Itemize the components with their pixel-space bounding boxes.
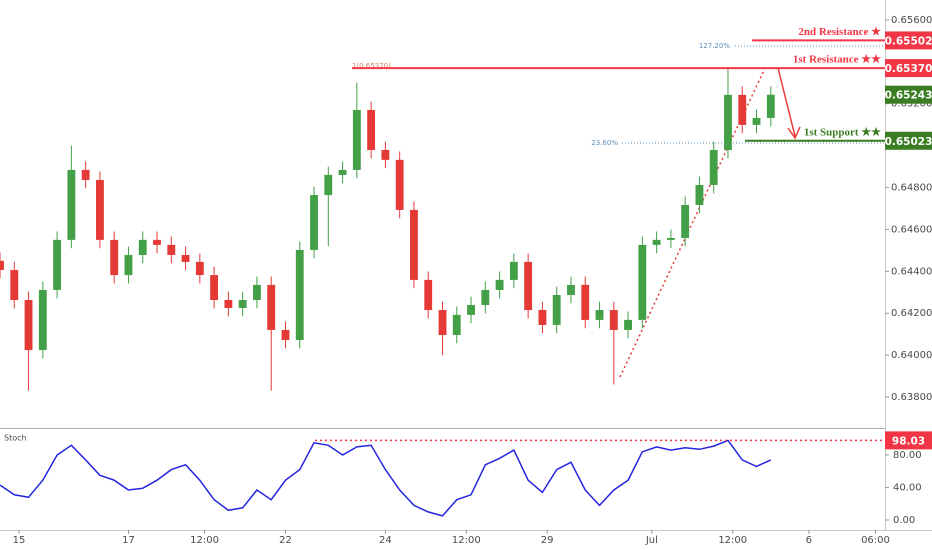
- candle-body: [324, 174, 333, 196]
- price-box: [885, 31, 932, 50]
- candle-body: [167, 244, 176, 255]
- price-box-label: 98.03: [892, 435, 925, 447]
- indicator-line: [0, 439, 772, 517]
- y-tick-label: 0.65200: [891, 99, 932, 110]
- candle-body: [238, 299, 247, 308]
- candle-body: [452, 314, 461, 335]
- candle-body: [0, 260, 4, 271]
- x-tick-label: 6: [806, 535, 812, 546]
- x-tick-label: 22: [279, 535, 292, 546]
- candle-body: [381, 149, 390, 160]
- y-tick-label: 0.64800: [891, 182, 932, 193]
- candle-body: [410, 209, 418, 280]
- forecast-arrow: [777, 67, 801, 140]
- candle-body: [567, 284, 575, 295]
- candle-body: [181, 254, 190, 262]
- candle-body: [153, 239, 161, 245]
- candle-body: [724, 94, 732, 150]
- candle-body: [310, 195, 318, 250]
- x-tick-label: 17: [122, 535, 135, 546]
- candle-body: [367, 109, 376, 150]
- price-box-label: 0.65243: [885, 90, 932, 102]
- price-box: [885, 131, 932, 150]
- fib-label: 127.20%: [699, 42, 730, 50]
- candle-body: [67, 169, 76, 240]
- candle-body: [524, 261, 533, 311]
- level-name: 1st Resistance ★★: [793, 54, 881, 66]
- indicator-name: Stoch: [4, 434, 27, 443]
- y-tick-label: 40.00: [893, 483, 922, 494]
- price-box: [885, 59, 932, 78]
- y-tick-label: 0.64200: [891, 308, 932, 319]
- candle-body: [110, 239, 119, 276]
- candle-body: [438, 310, 447, 335]
- candle-body: [395, 159, 404, 210]
- candle-body: [338, 169, 347, 175]
- x-tick-label: Jul: [645, 535, 658, 546]
- candle-body: [581, 284, 590, 320]
- y-tick-label: 80.00: [893, 450, 922, 461]
- candle-body: [481, 289, 490, 306]
- candle-body: [695, 184, 704, 205]
- candle-body: [738, 94, 747, 125]
- price-box-label: 0.65023: [885, 136, 932, 148]
- level-name: 2nd Resistance ★: [798, 26, 881, 38]
- candle-body: [752, 117, 761, 125]
- x-tick-label: 06:00: [861, 535, 890, 546]
- fib-label: 1(0.65370): [352, 62, 391, 70]
- fib-label: 23.60%: [591, 139, 618, 147]
- price-box-label: 0.65370: [885, 63, 932, 75]
- candle-body: [467, 305, 475, 315]
- level-name: 1st Support ★★: [804, 126, 881, 138]
- candle-body: [138, 239, 147, 255]
- candle-body: [552, 294, 561, 325]
- y-tick-label: 0.65600: [891, 15, 932, 26]
- candle-body: [224, 299, 233, 308]
- candle-body: [10, 270, 19, 300]
- candle-body: [538, 310, 547, 325]
- candle-body: [681, 204, 690, 238]
- y-tick-label: 0.64400: [891, 266, 932, 277]
- candle-body: [652, 239, 661, 245]
- x-tick-label: 12:00: [718, 535, 747, 546]
- candle-body: [424, 279, 433, 311]
- candle-body: [638, 244, 647, 320]
- candle-body: [81, 169, 90, 180]
- candle-body: [352, 109, 361, 170]
- price-box: [885, 431, 932, 450]
- candle-body: [267, 284, 276, 330]
- candle-body: [766, 94, 775, 118]
- candles: [0, 68, 775, 391]
- candle-body: [509, 261, 518, 280]
- candle-body: [295, 249, 304, 341]
- y-tick-label: 0.64000: [891, 350, 932, 361]
- x-tick-label: 24: [379, 535, 392, 546]
- candle-body: [281, 329, 290, 341]
- price-box: [885, 85, 932, 104]
- candle-body: [495, 279, 504, 290]
- candle-body: [124, 254, 133, 276]
- candle-body: [666, 237, 675, 240]
- candle-body: [95, 179, 104, 240]
- candle-body: [53, 239, 62, 290]
- candle-body: [24, 299, 33, 351]
- y-tick-label: 0.64600: [891, 224, 932, 235]
- candle-body: [253, 284, 261, 300]
- x-tick-label: 15: [13, 535, 26, 546]
- candle-body: [595, 310, 604, 320]
- candle-body: [38, 289, 47, 351]
- y-tick-label: 0.00: [893, 515, 915, 526]
- candle-body: [210, 275, 219, 300]
- candle-body: [609, 310, 618, 330]
- x-tick-label: 12:00: [452, 535, 481, 546]
- x-tick-label: 29: [541, 535, 554, 546]
- x-tick-label: 12:00: [190, 535, 219, 546]
- candle-body: [624, 319, 632, 330]
- y-tick-label: 0.63800: [891, 392, 932, 403]
- candle-body: [709, 149, 718, 185]
- price-box-label: 0.65502: [885, 35, 932, 47]
- candle-body: [195, 261, 204, 276]
